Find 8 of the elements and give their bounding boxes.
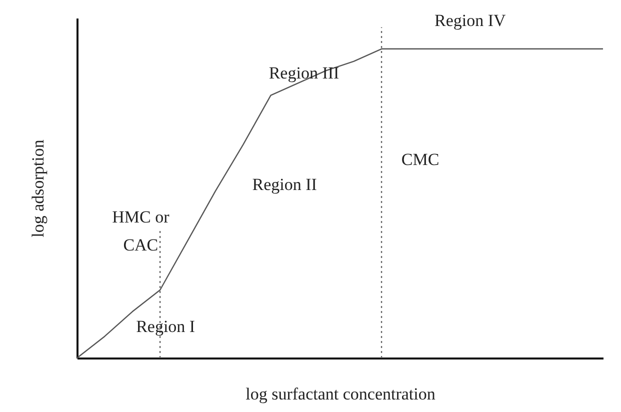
annotation: Region III: [268, 64, 340, 83]
annotation: HMC or CAC: [112, 207, 170, 254]
annotation: Region I: [136, 317, 196, 336]
annotation: Region II: [252, 174, 318, 194]
annotation: CMC: [401, 150, 440, 170]
y-axis-title: log adsorption: [28, 139, 48, 238]
x-axis-title: log surfactant concentration: [246, 384, 436, 404]
text: Region IV: [434, 11, 506, 30]
